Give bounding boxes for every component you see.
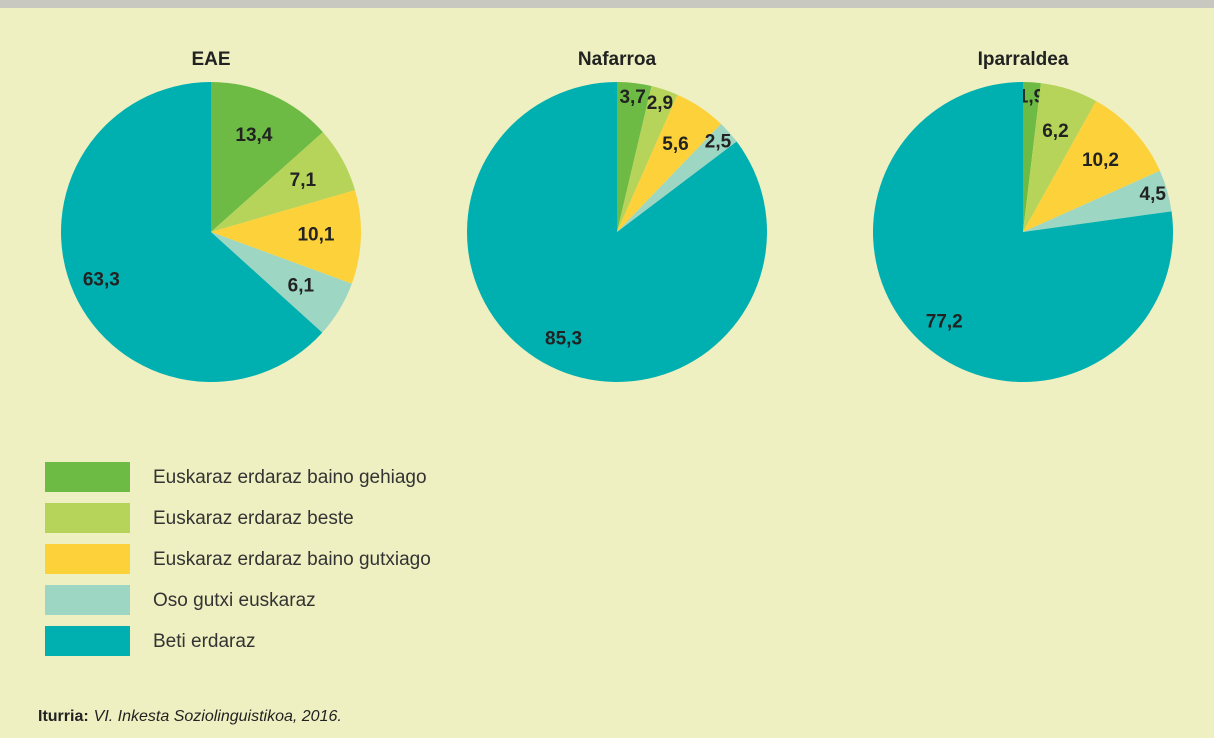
data-label: 6,1 xyxy=(288,275,315,296)
legend-swatch xyxy=(45,462,130,492)
pie-slice xyxy=(1023,101,1160,232)
top-bar xyxy=(0,0,1214,8)
pie-slice xyxy=(211,190,362,284)
pie-slice xyxy=(1023,83,1097,232)
pie-slice xyxy=(1023,82,1041,232)
pie-slice xyxy=(617,82,652,232)
data-label: 1,9 xyxy=(1018,86,1044,107)
source-text: VI. Inkesta Soziolinguistikoa, 2016. xyxy=(94,708,342,725)
source: Iturria: VI. Inkesta Soziolinguistikoa, 2… xyxy=(38,708,342,725)
legend-label: Oso gutxi euskaraz xyxy=(153,590,316,611)
pie-slice xyxy=(1023,170,1172,232)
legend-label: Beti erdaraz xyxy=(153,631,255,652)
data-label: 3,7 xyxy=(619,87,645,108)
legend-swatch xyxy=(45,503,130,533)
pie-slice xyxy=(211,232,352,333)
pie-slice xyxy=(61,82,323,383)
pie-slice xyxy=(211,132,356,232)
data-label: 2,5 xyxy=(705,131,732,152)
data-label: 5,6 xyxy=(662,134,688,155)
legend-label: Euskaraz erdaraz baino gutxiago xyxy=(153,549,431,570)
data-label: 77,2 xyxy=(926,312,963,333)
data-label: 85,3 xyxy=(545,328,582,349)
legend-swatch xyxy=(45,626,130,656)
pie-slice xyxy=(617,94,722,232)
legend-label: Euskaraz erdaraz baino gehiago xyxy=(153,467,427,488)
pie-slice xyxy=(211,82,323,232)
legend-swatch xyxy=(45,544,130,574)
data-label: 10,1 xyxy=(297,225,334,246)
pie-slice xyxy=(617,123,737,232)
data-label: 2,9 xyxy=(647,93,673,114)
data-label: 63,3 xyxy=(83,270,120,291)
chart-title: EAE xyxy=(191,49,230,70)
data-label: 7,1 xyxy=(290,170,317,191)
pie-slice xyxy=(873,82,1173,382)
pie-slice xyxy=(467,82,768,382)
chart-title: Nafarroa xyxy=(578,49,657,70)
data-label: 6,2 xyxy=(1042,121,1068,142)
legend-label: Euskaraz erdaraz beste xyxy=(153,508,354,529)
data-label: 10,2 xyxy=(1082,150,1119,171)
data-label: 4,5 xyxy=(1140,184,1167,205)
source-label: Iturria: xyxy=(38,708,89,725)
data-label: 13,4 xyxy=(235,125,272,146)
pie-slice xyxy=(617,86,678,233)
legend-swatch xyxy=(45,585,130,615)
chart-title: Iparraldea xyxy=(978,49,1069,70)
